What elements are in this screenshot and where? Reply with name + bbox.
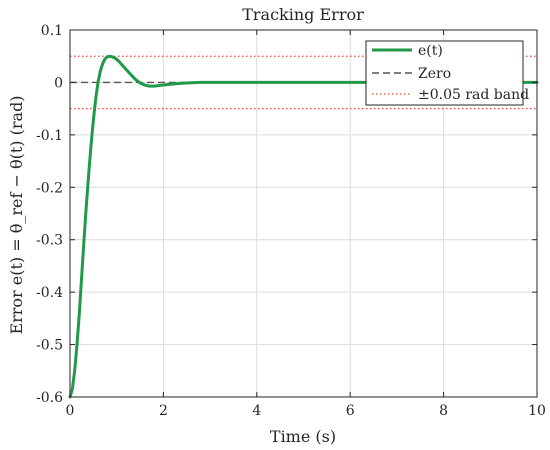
- series-lines: [68, 54, 539, 399]
- x-tick-label: 10: [528, 403, 546, 419]
- y-tick-label: -0.2: [36, 180, 63, 196]
- y-axis-label: Error e(t) = θ_ref − θ(t) (rad): [7, 95, 26, 334]
- legend: e(t) Zero ±0.05 rad band: [365, 40, 529, 106]
- legend-label-zero: Zero: [418, 66, 451, 82]
- y-tick-label: -0.4: [36, 285, 63, 301]
- x-axis-ticks: 0 2 4 6 8 10: [66, 30, 546, 419]
- legend-label-error: e(t): [418, 43, 443, 59]
- x-tick-label: 2: [159, 403, 168, 419]
- y-tick-label: -0.5: [36, 338, 63, 354]
- x-tick-label: 4: [252, 403, 261, 419]
- y-axis-ticks: -0.6 -0.5 -0.4 -0.3 -0.2 -0.1 0 0.1: [36, 23, 537, 406]
- x-axis-label: Time (s): [270, 427, 336, 446]
- x-tick-label: 0: [66, 403, 75, 419]
- chart-title: Tracking Error: [242, 5, 364, 24]
- y-tick-label: -0.6: [36, 390, 63, 406]
- y-tick-label: 0.1: [41, 23, 63, 39]
- y-tick-label: -0.3: [36, 233, 63, 249]
- legend-label-band: ±0.05 rad band: [418, 87, 529, 103]
- x-tick-label: 6: [346, 403, 355, 419]
- y-tick-label: -0.1: [36, 128, 63, 144]
- x-tick-label: 8: [439, 403, 448, 419]
- y-tick-label: 0: [54, 75, 63, 91]
- plot-area: [69, 29, 538, 398]
- error-series-line: [68, 54, 539, 399]
